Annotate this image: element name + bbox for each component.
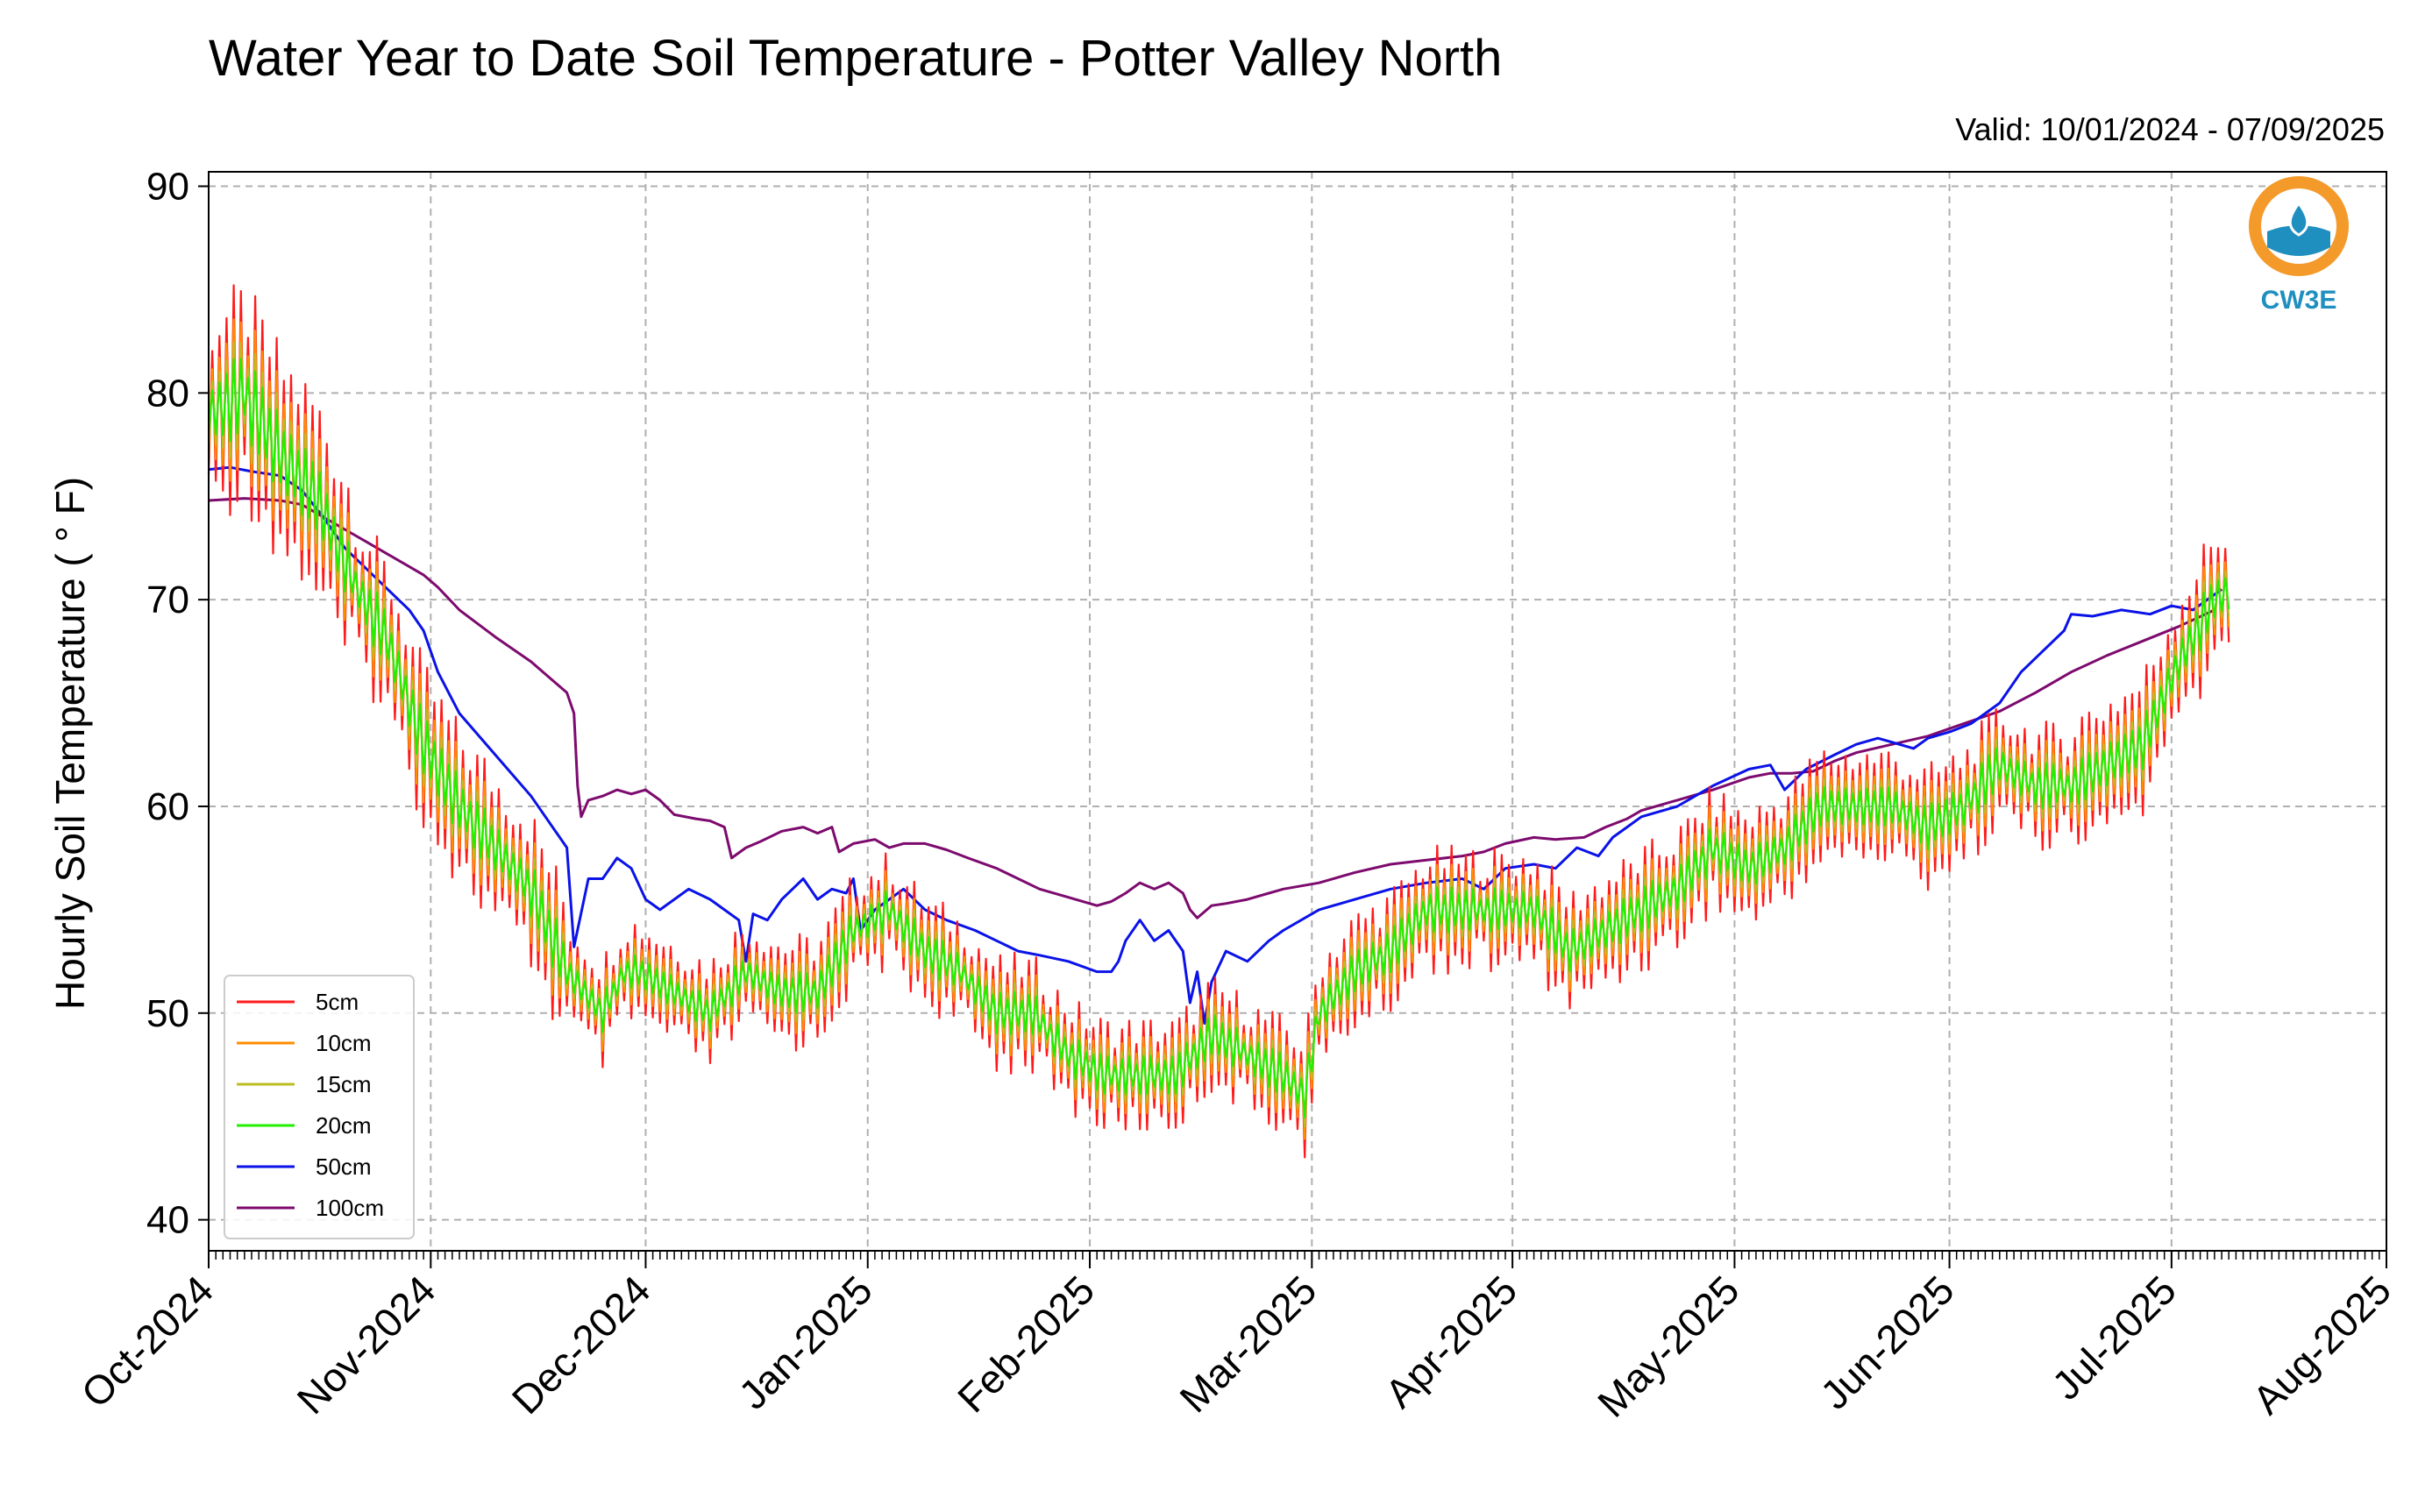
x-tick-label: Nov-2024 xyxy=(288,1267,444,1423)
series-line-50cm xyxy=(208,465,2222,1026)
logo-wave-icon xyxy=(2267,225,2330,256)
series-line-5cm xyxy=(207,284,2230,1159)
logo-text: CW3E xyxy=(2261,286,2337,315)
x-tick-label: Jan-2025 xyxy=(729,1267,880,1417)
y-tick-label: 70 xyxy=(146,579,189,621)
y-tick-label: 80 xyxy=(146,372,189,415)
series-line-100cm xyxy=(208,497,2215,919)
legend-label-20cm: 20cm xyxy=(316,1112,372,1139)
series-line-10cm xyxy=(207,318,2230,1140)
series-line-20cm xyxy=(207,358,2230,1118)
cw3e-logo: CW3E xyxy=(2249,176,2349,315)
y-tick-label: 50 xyxy=(146,992,189,1035)
series-lines xyxy=(207,284,2230,1159)
logo-drop-icon xyxy=(2288,201,2309,237)
y-axis-ticks: 40 50 60 70 80 90 xyxy=(146,166,209,1242)
x-tick-label: Mar-2025 xyxy=(1170,1267,1325,1421)
legend: 5cm 10cm 15cm 20cm 50cm 100cm xyxy=(224,975,415,1239)
x-tick-label: Dec-2024 xyxy=(503,1267,659,1423)
legend-label-15cm: 15cm xyxy=(316,1071,372,1097)
x-tick-label: May-2025 xyxy=(1589,1267,1747,1425)
chart-subtitle: Valid: 10/01/2024 - 07/09/2025 xyxy=(1955,111,2385,147)
chart-title: Water Year to Date Soil Temperature - Po… xyxy=(209,30,1502,87)
grid-lines xyxy=(208,172,2387,1251)
legend-box xyxy=(224,975,415,1239)
y-tick-label: 60 xyxy=(146,785,189,828)
minor-ticks xyxy=(208,1251,2387,1260)
x-tick-label: Jun-2025 xyxy=(1811,1267,1962,1417)
legend-label-50cm: 50cm xyxy=(316,1154,372,1180)
series-line-15cm xyxy=(207,341,2230,1128)
legend-label-100cm: 100cm xyxy=(316,1195,384,1221)
x-axis-ticks: Oct-2024 Nov-2024 Dec-2024 Jan-2025 Feb-2025… xyxy=(73,1251,2400,1426)
y-axis-label: Hourly Soil Temperature ( ° F) xyxy=(47,477,93,1010)
x-tick-label: Apr-2025 xyxy=(1376,1267,1526,1416)
legend-label-10cm: 10cm xyxy=(316,1030,372,1056)
x-tick-label: Oct-2024 xyxy=(73,1267,223,1416)
y-tick-label: 40 xyxy=(146,1199,189,1242)
plot-frame xyxy=(208,171,2387,1252)
x-tick-label: Feb-2025 xyxy=(949,1267,1103,1421)
legend-label-5cm: 5cm xyxy=(316,989,359,1015)
x-tick-label: Aug-2025 xyxy=(2244,1267,2400,1423)
y-tick-label: 90 xyxy=(146,166,189,209)
x-minor-ticks xyxy=(208,1251,2387,1260)
x-tick-label: Jul-2025 xyxy=(2043,1267,2185,1409)
